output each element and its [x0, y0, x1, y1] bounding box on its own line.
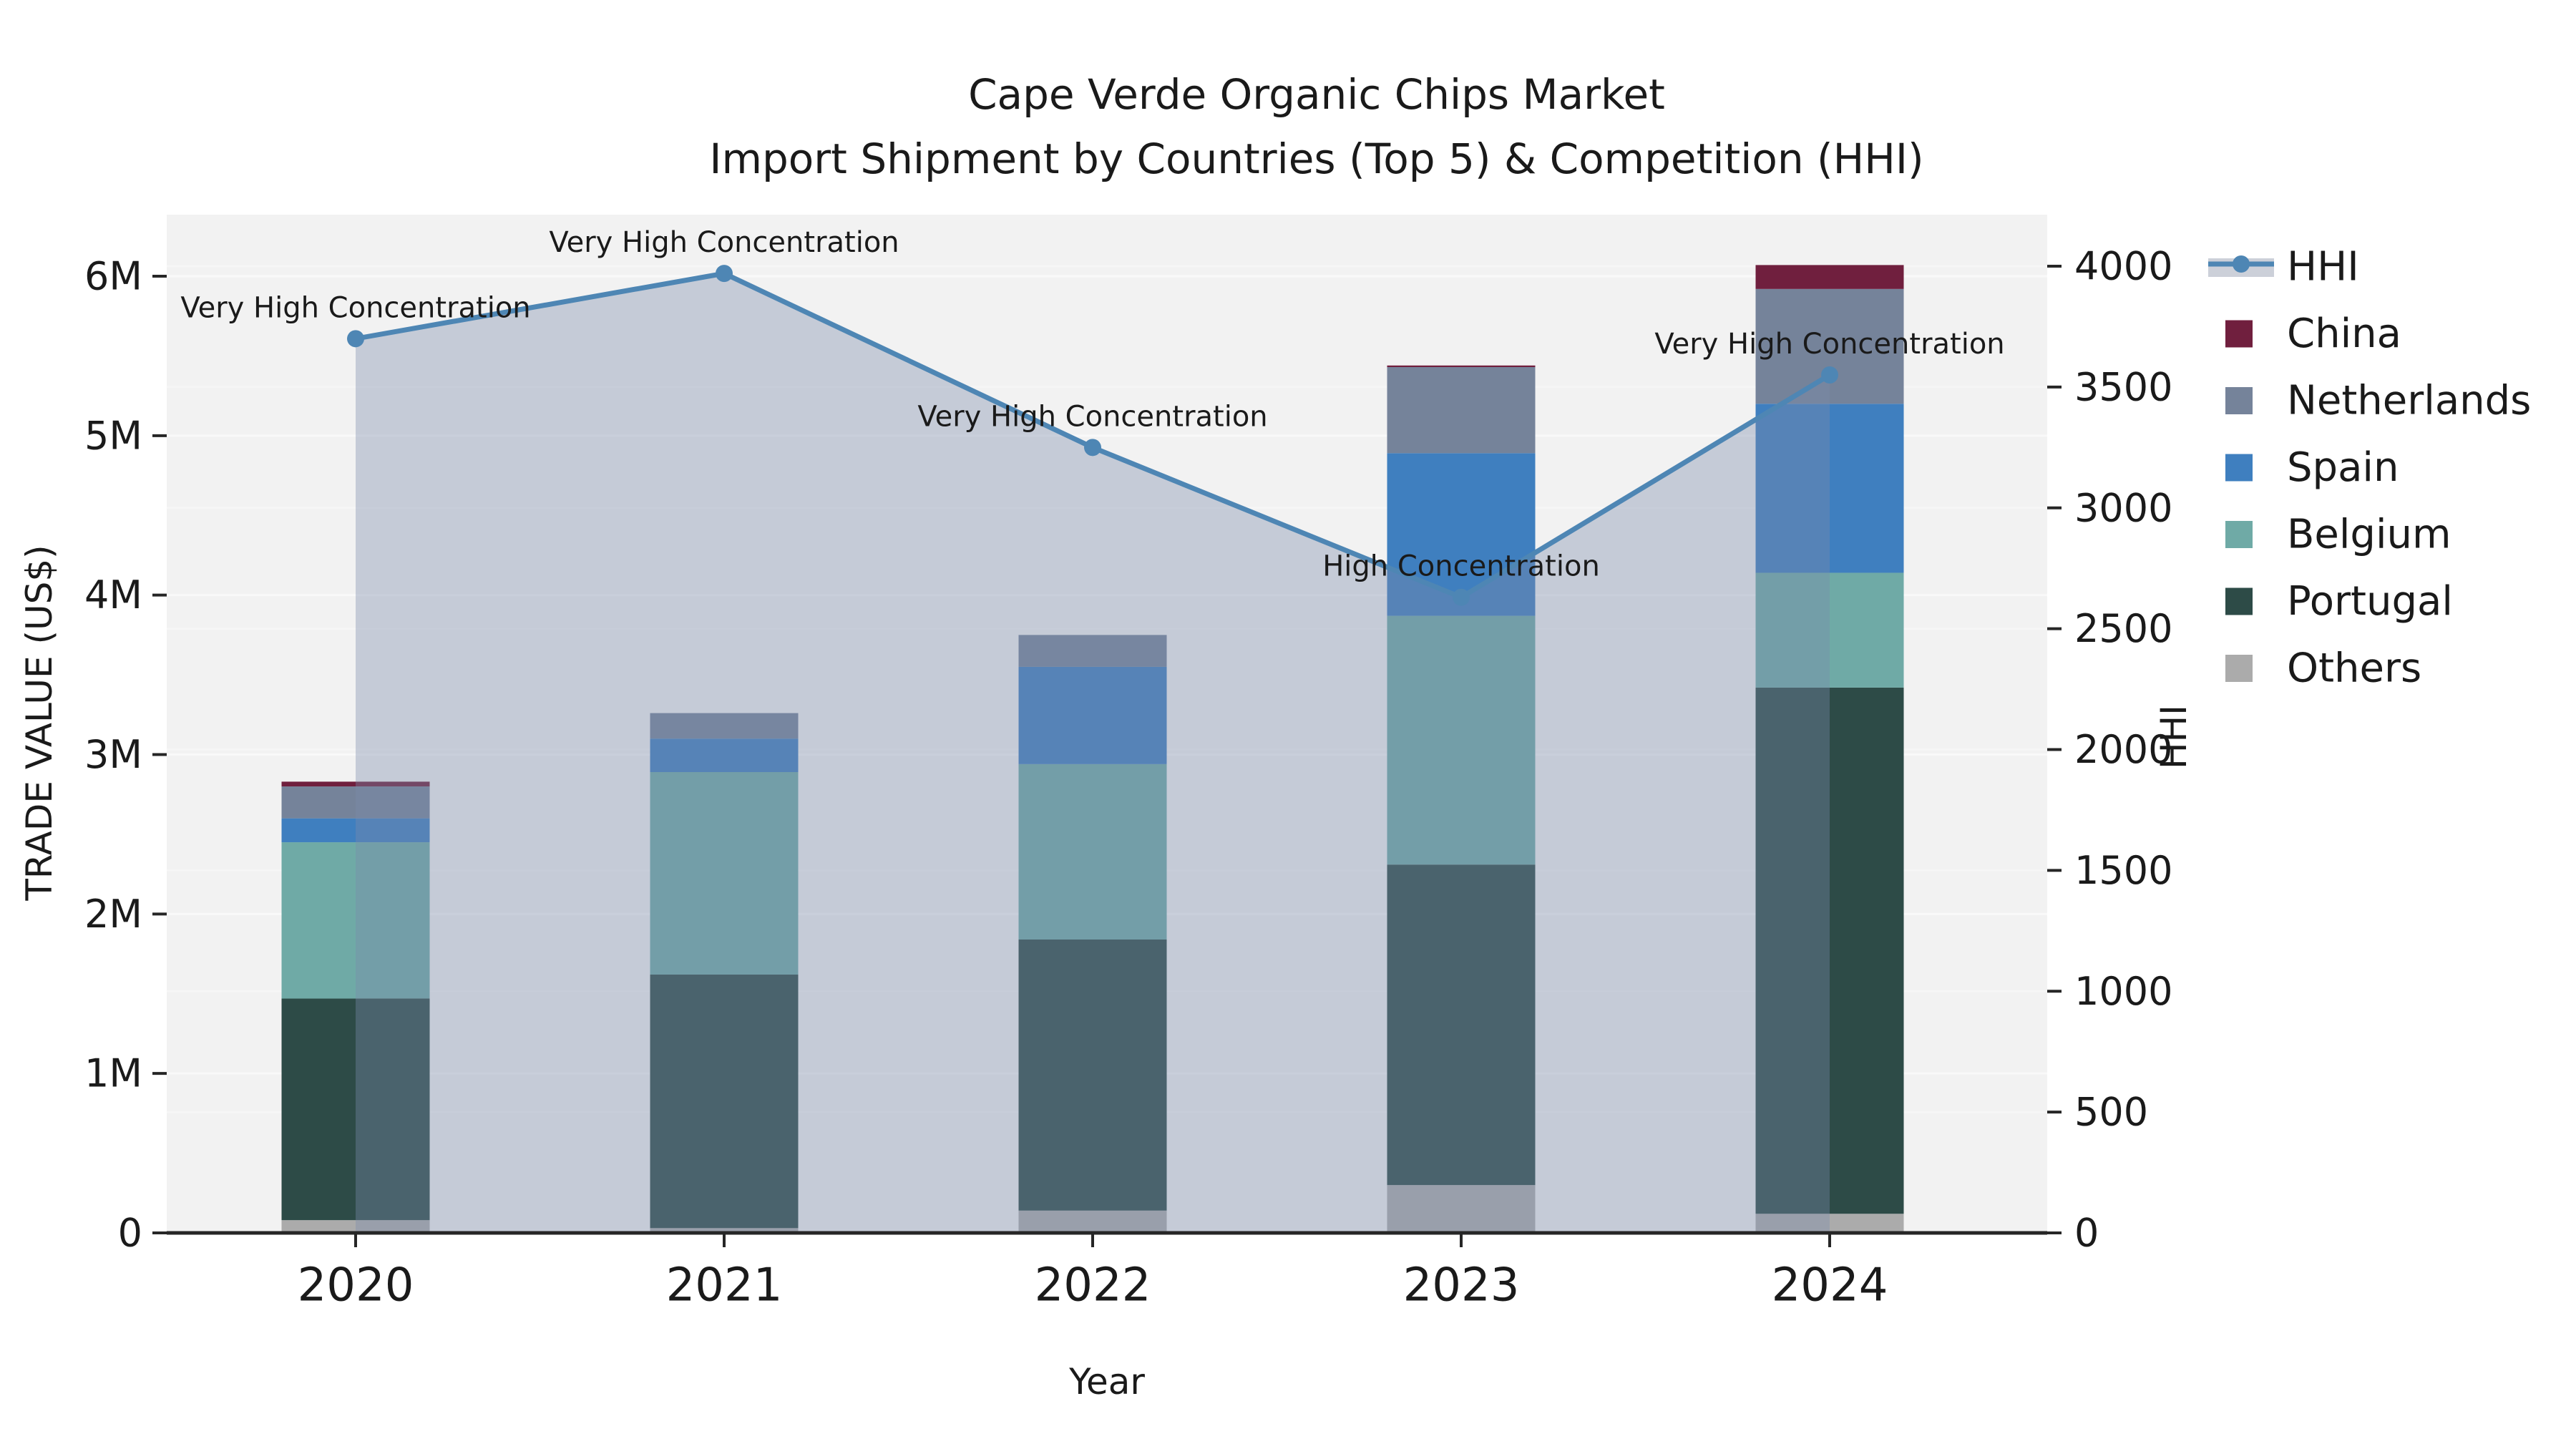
- legend-label-spain: Spain: [2287, 444, 2399, 491]
- legend-item-china: China: [2225, 311, 2401, 357]
- legend-item-belgium: Belgium: [2225, 512, 2451, 558]
- chart-title-line1: Cape Verde Organic Chips Market: [968, 70, 1665, 119]
- bar-segment-spain-2020: [281, 818, 430, 843]
- left-tick-label: 5M: [84, 413, 142, 458]
- bar-segment-belgium-2024: [1755, 572, 1904, 688]
- x-tick-label-2020: 2020: [298, 1259, 414, 1312]
- hhi-marker-2022: [1084, 439, 1101, 457]
- left-tick-label: 4M: [84, 572, 142, 618]
- right-tick-label: 4000: [2074, 244, 2172, 289]
- legend-item-hhi: HHI: [2208, 244, 2359, 291]
- bar-segment-portugal-2021: [650, 975, 799, 1229]
- hhi-marker-2020: [347, 330, 364, 348]
- right-tick-label: 2500: [2074, 606, 2172, 651]
- legend-hhi-marker-icon: [2233, 255, 2250, 273]
- hhi-marker-2024: [1821, 366, 1838, 384]
- x-tick-label-2024: 2024: [1772, 1259, 1888, 1312]
- axes: 0 1M 2M 3M 4M 5M 6M 0 500 1000 1500 2000 2500 3000 350…: [84, 244, 2172, 1312]
- bar-2022: [1018, 635, 1167, 1233]
- bar-segment-netherlands-2021: [650, 713, 799, 739]
- legend-swatch-icon-china: [2225, 320, 2253, 348]
- bar-segment-belgium-2021: [650, 772, 799, 975]
- left-tick-label: 1M: [84, 1051, 142, 1096]
- legend: HHI China Netherlands Spain Belgium Portugal O…: [2208, 244, 2531, 692]
- legend-swatch-icon-belgium: [2225, 521, 2253, 548]
- bar-segment-china-2023: [1387, 365, 1536, 368]
- bar-segment-netherlands-2024: [1755, 288, 1904, 404]
- bar-segment-others-2023: [1387, 1185, 1536, 1233]
- stacked-bars: [281, 265, 1904, 1233]
- y-axis-label-right: HHI: [2153, 705, 2195, 769]
- annotation-2020: Very High Concentration: [180, 291, 530, 324]
- bar-2020: [281, 781, 430, 1233]
- left-tick-label: 0: [118, 1211, 142, 1256]
- bar-2023: [1387, 365, 1536, 1233]
- left-tick-label: 6M: [84, 254, 142, 299]
- right-tick-label: 1500: [2074, 848, 2172, 893]
- legend-label-portugal: Portugal: [2287, 578, 2453, 625]
- right-tick-label: 500: [2074, 1090, 2148, 1135]
- hhi-marker-2023: [1453, 588, 1470, 606]
- x-tick-label-2023: 2023: [1403, 1259, 1520, 1312]
- hhi-area-polygon: [356, 273, 1830, 1233]
- right-tick-label: 3000: [2074, 485, 2172, 530]
- bar-segment-spain-2024: [1755, 404, 1904, 573]
- bar-segment-belgium-2022: [1018, 763, 1167, 940]
- x-axis-label: Year: [1068, 1361, 1145, 1402]
- legend-label-china: China: [2287, 311, 2401, 357]
- legend-item-netherlands: Netherlands: [2225, 378, 2531, 424]
- x-tick-label-2022: 2022: [1035, 1259, 1151, 1312]
- legend-swatch-icon-netherlands: [2225, 387, 2253, 414]
- hhi-marker-2021: [716, 265, 733, 283]
- bar-segment-portugal-2020: [281, 998, 430, 1221]
- bar-segment-netherlands-2023: [1387, 367, 1536, 454]
- legend-item-portugal: Portugal: [2225, 578, 2453, 625]
- legend-item-spain: Spain: [2225, 444, 2399, 491]
- legend-label-belgium: Belgium: [2287, 512, 2451, 558]
- bar-segment-netherlands-2022: [1018, 635, 1167, 667]
- left-tick-label: 2M: [84, 892, 142, 937]
- bar-segment-others-2024: [1755, 1214, 1904, 1233]
- right-tick-label: 2000: [2074, 727, 2172, 772]
- bar-segment-china-2020: [281, 781, 430, 787]
- chart-title-line2: Import Shipment by Countries (Top 5) & C…: [709, 135, 1923, 183]
- legend-swatch-icon-others: [2225, 655, 2253, 682]
- annotation-2023: High Concentration: [1322, 550, 1600, 583]
- bar-segment-belgium-2023: [1387, 615, 1536, 865]
- bar-segment-spain-2021: [650, 738, 799, 773]
- right-tick-label: 1000: [2074, 969, 2172, 1014]
- legend-label-hhi: HHI: [2287, 244, 2359, 291]
- legend-label-others: Others: [2287, 645, 2421, 692]
- bar-segment-portugal-2022: [1018, 939, 1167, 1211]
- legend-swatch-icon-spain: [2225, 454, 2253, 482]
- bar-segment-belgium-2020: [281, 842, 430, 999]
- annotation-2024: Very High Concentration: [1654, 328, 2004, 361]
- bar-2024: [1755, 265, 1904, 1233]
- legend-label-netherlands: Netherlands: [2287, 378, 2531, 424]
- bar-segment-others-2022: [1018, 1210, 1167, 1233]
- bar-segment-portugal-2024: [1755, 687, 1904, 1214]
- annotation-2022: Very High Concentration: [917, 400, 1267, 433]
- hhi-line: [347, 265, 1838, 606]
- right-tick-label: 0: [2074, 1211, 2099, 1256]
- right-tick-label: 3500: [2074, 364, 2172, 409]
- left-tick-label: 3M: [84, 732, 142, 777]
- bar-segment-china-2024: [1755, 265, 1904, 289]
- x-tick-label-2021: 2021: [666, 1259, 783, 1312]
- bar-segment-spain-2022: [1018, 666, 1167, 764]
- bar-segment-portugal-2023: [1387, 864, 1536, 1186]
- bar-segment-others-2020: [281, 1220, 430, 1233]
- y-axis-label-left: TRADE VALUE (US$): [19, 545, 60, 901]
- hhi-annotations: Very High Concentration Very High Concent…: [180, 226, 2004, 583]
- bar-segment-others-2021: [650, 1228, 799, 1233]
- bar-segment-netherlands-2020: [281, 786, 430, 819]
- annotation-2021: Very High Concentration: [549, 226, 899, 259]
- legend-item-others: Others: [2225, 645, 2421, 692]
- hhi-area-fill: [356, 273, 1830, 1233]
- bar-2021: [650, 713, 799, 1233]
- legend-swatch-icon-portugal: [2225, 587, 2253, 615]
